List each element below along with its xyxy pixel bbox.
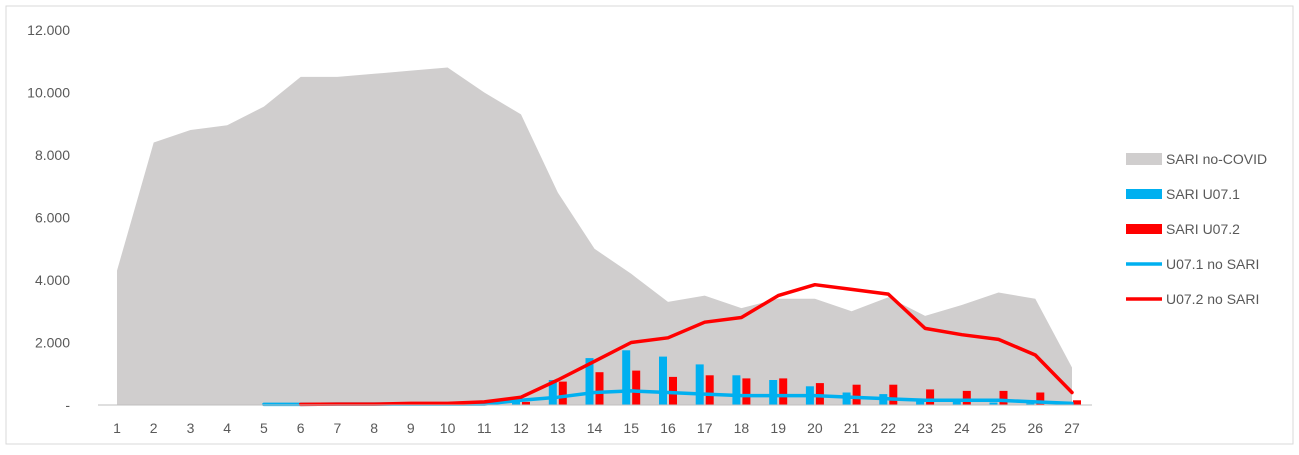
x-tick-label: 2 xyxy=(150,420,158,436)
bar-sari-u07-1-21 xyxy=(842,392,851,405)
bar-sari-u07-2-15 xyxy=(632,370,641,405)
x-tick-label: 22 xyxy=(881,420,897,436)
y-tick-label: 8.000 xyxy=(35,147,70,163)
legend-swatch-sari-u07-2 xyxy=(1126,224,1162,234)
y-tick-label: 2.000 xyxy=(35,335,70,351)
bar-sari-u07-2-24 xyxy=(962,390,971,405)
bar-sari-u07-2-23 xyxy=(926,389,935,405)
bar-sari-u07-2-20 xyxy=(815,383,824,405)
legend-label-sari-u07-1: SARI U07.1 xyxy=(1166,186,1240,202)
x-tick-label: 12 xyxy=(513,420,529,436)
bar-sari-u07-2-19 xyxy=(779,378,788,405)
x-tick-label: 27 xyxy=(1064,420,1080,436)
bar-sari-u07-1-19 xyxy=(769,380,778,405)
y-tick-label: 10.000 xyxy=(27,85,70,101)
x-tick-label: 1 xyxy=(113,420,121,436)
bar-sari-u07-2-22 xyxy=(889,384,898,405)
legend-swatch-sari-no-covid xyxy=(1126,153,1162,165)
legend: SARI no-COVID SARI U07.1 SARI U07.2 U07.1 n… xyxy=(1126,151,1267,307)
x-tick-label: 8 xyxy=(370,420,378,436)
y-axis: - 2.000 4.000 6.000 8.000 10.000 12.000 xyxy=(27,22,70,413)
bar-sari-u07-1-15 xyxy=(622,350,631,405)
x-tick-label: 26 xyxy=(1028,420,1044,436)
x-tick-label: 13 xyxy=(550,420,566,436)
legend-label-sari-no-covid: SARI no-COVID xyxy=(1166,151,1267,167)
area-sari-no-covid xyxy=(117,67,1072,405)
x-tick-label: 17 xyxy=(697,420,713,436)
x-tick-label: 7 xyxy=(334,420,342,436)
bar-sari-u07-2-17 xyxy=(705,375,714,405)
bar-sari-u07-1-16 xyxy=(659,356,667,405)
bar-sari-u07-1-13 xyxy=(548,380,557,405)
bar-sari-u07-2-18 xyxy=(742,378,751,405)
bar-sari-u07-2-13 xyxy=(558,381,567,405)
x-axis: 1 2 3 4 5 6 7 8 9 10 11 12 13 14 15 16 17 18 19 20 21 22 23 24 2… xyxy=(113,420,1080,436)
bar-sari-u07-1-17 xyxy=(695,364,704,405)
x-tick-label: 20 xyxy=(807,420,823,436)
x-tick-label: 19 xyxy=(770,420,786,436)
y-tick-label: - xyxy=(65,397,70,413)
legend-label-u07-2-no-sari: U07.2 no SARI xyxy=(1166,291,1259,307)
bar-sari-u07-2-16 xyxy=(669,376,677,405)
bar-sari-u07-2-12 xyxy=(522,401,530,405)
y-tick-label: 6.000 xyxy=(35,210,70,226)
x-tick-label: 14 xyxy=(587,420,603,436)
x-tick-label: 10 xyxy=(440,420,456,436)
x-tick-label: 16 xyxy=(660,420,676,436)
x-tick-label: 6 xyxy=(297,420,305,436)
area-layer xyxy=(117,67,1072,405)
bar-sari-u07-1-25 xyxy=(989,402,998,405)
legend-swatch-sari-u07-1 xyxy=(1126,189,1162,199)
chart-frame xyxy=(5,5,1294,445)
x-tick-label: 25 xyxy=(991,420,1007,436)
x-tick-label: 9 xyxy=(407,420,415,436)
y-tick-label: 4.000 xyxy=(35,272,70,288)
line-u07-2-no-sari xyxy=(298,282,1074,407)
legend-label-sari-u07-2: SARI U07.2 xyxy=(1166,221,1240,237)
bar-sari-u07-2-26 xyxy=(1036,392,1045,405)
x-tick-label: 4 xyxy=(223,420,231,436)
x-tick-label: 24 xyxy=(954,420,970,436)
x-tick-label: 11 xyxy=(477,420,492,436)
bar-sari-u07-2-25 xyxy=(999,390,1008,405)
x-tick-label: 21 xyxy=(844,420,860,436)
bar-sari-u07-2-21 xyxy=(852,384,861,405)
line-layer xyxy=(262,282,1074,407)
bar-sari-u07-1-14 xyxy=(585,358,594,405)
x-tick-label: 3 xyxy=(187,420,195,436)
x-tick-label: 15 xyxy=(623,420,639,436)
bar-sari-u07-2-14 xyxy=(595,372,604,405)
bar-sari-u07-1-26 xyxy=(1026,403,1035,405)
x-tick-label: 23 xyxy=(917,420,933,436)
bar-sari-u07-2-27 xyxy=(1073,400,1081,405)
x-tick-label: 18 xyxy=(734,420,750,436)
bar-sari-u07-1-18 xyxy=(732,375,741,405)
bar-sari-u07-1-12 xyxy=(512,400,520,405)
bar-sari-u07-1-24 xyxy=(952,401,961,405)
y-tick-label: 12.000 xyxy=(27,22,70,38)
bar-sari-u07-1-23 xyxy=(916,398,925,406)
bar-layer xyxy=(512,350,1081,406)
x-tick-label: 5 xyxy=(260,420,268,436)
legend-label-u07-1-no-sari: U07.1 no SARI xyxy=(1166,256,1259,272)
